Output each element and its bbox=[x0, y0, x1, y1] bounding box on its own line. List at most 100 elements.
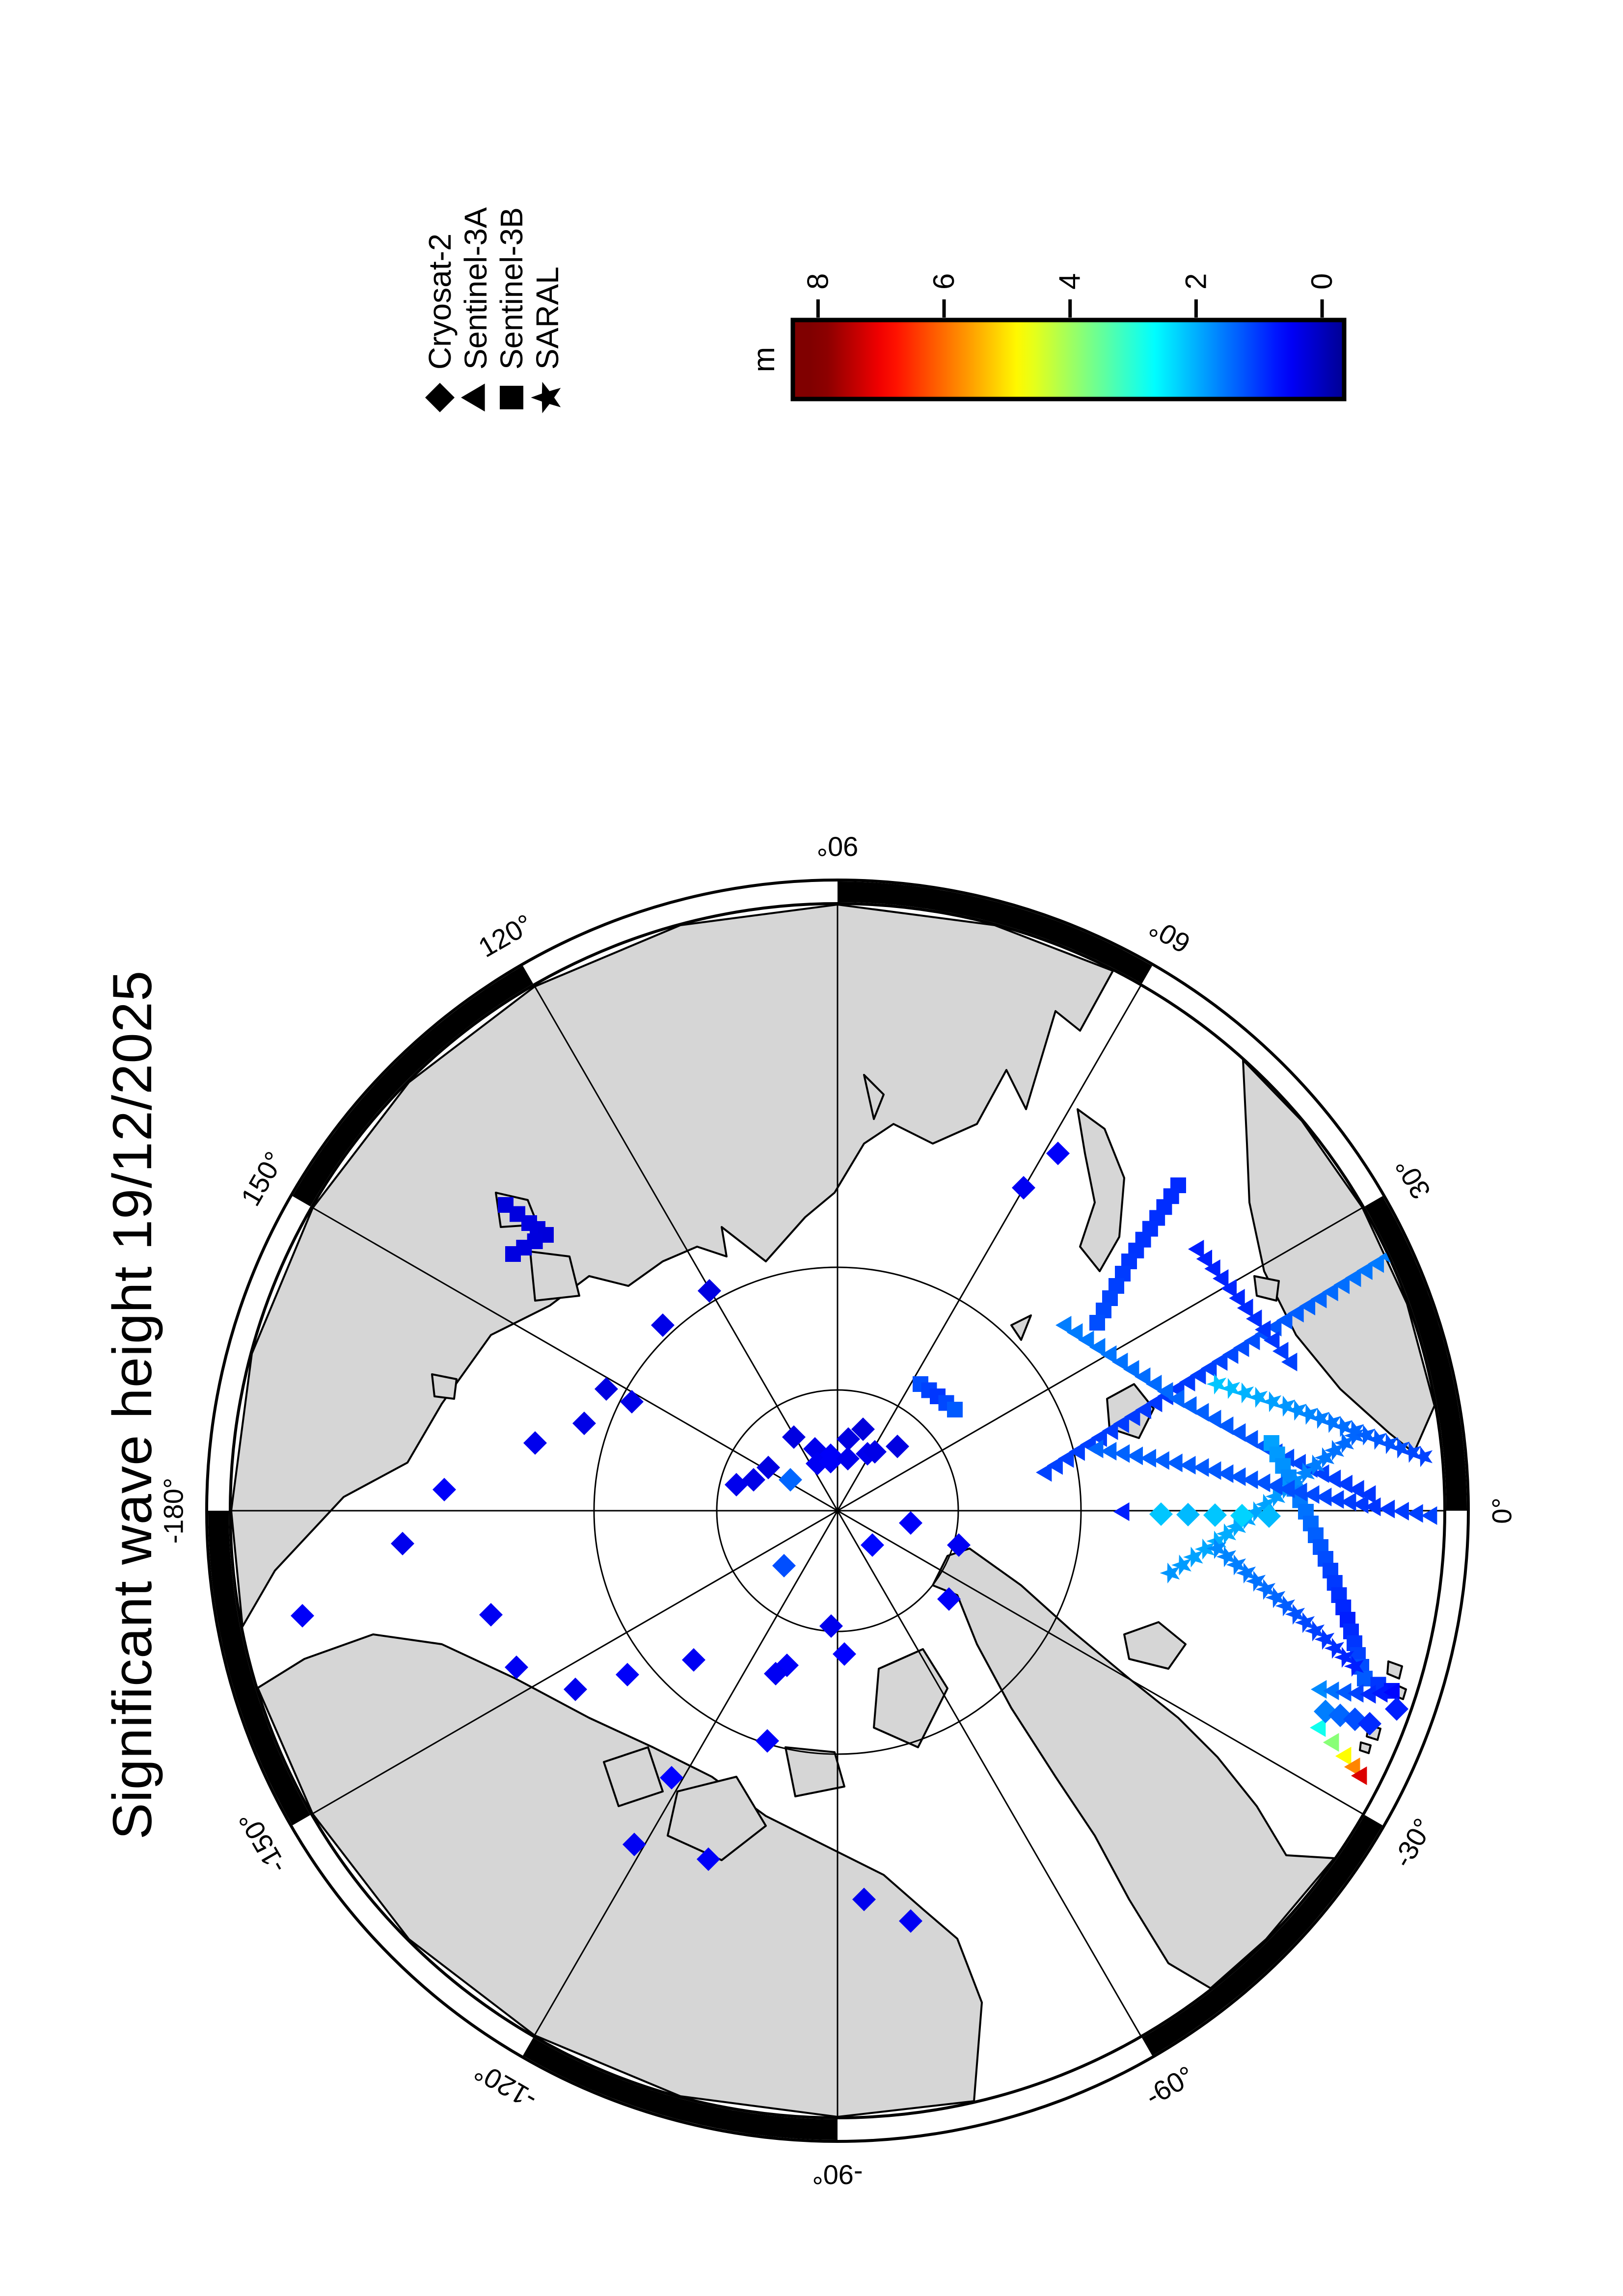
track-marker bbox=[1378, 1433, 1399, 1454]
track-marker bbox=[1368, 1254, 1384, 1273]
track-marker bbox=[1245, 1571, 1266, 1592]
track-marker bbox=[1372, 1684, 1388, 1703]
track-marker bbox=[1255, 1579, 1276, 1600]
track-marker bbox=[1356, 1261, 1373, 1280]
cryosat-point bbox=[1012, 1176, 1035, 1200]
frame-black-arc bbox=[1142, 1815, 1383, 2056]
track-marker bbox=[1321, 1412, 1341, 1433]
track-marker bbox=[1101, 1345, 1117, 1364]
track-marker bbox=[1135, 1400, 1151, 1419]
cryosat-point bbox=[564, 1678, 587, 1701]
track-marker bbox=[1206, 1538, 1227, 1559]
track-marker bbox=[1188, 1240, 1204, 1258]
track-marker bbox=[1205, 1410, 1221, 1429]
meridian-line bbox=[534, 1510, 839, 2036]
track-marker bbox=[1266, 1318, 1282, 1336]
legend-label: Sentinel-3A bbox=[458, 207, 493, 370]
track-marker bbox=[1285, 1603, 1305, 1625]
cryosat-point bbox=[697, 1847, 720, 1871]
track-marker bbox=[1160, 1562, 1180, 1584]
track-marker bbox=[1216, 1546, 1237, 1567]
track-marker bbox=[1295, 1462, 1315, 1484]
cryosat-point bbox=[698, 1279, 721, 1303]
cryosat-point bbox=[725, 1473, 748, 1496]
land-polygon bbox=[784, 1746, 845, 1797]
track-marker bbox=[1193, 1403, 1209, 1422]
star-icon bbox=[531, 382, 561, 413]
cryosat-point bbox=[899, 1511, 922, 1535]
cryosat-point bbox=[772, 1554, 796, 1577]
land-polygon bbox=[1010, 1314, 1032, 1341]
track-marker bbox=[1367, 1429, 1387, 1450]
land-polygon bbox=[603, 1746, 664, 1807]
track-marker bbox=[1217, 1464, 1234, 1483]
track-marker bbox=[1344, 1420, 1364, 1442]
track-marker bbox=[1124, 1407, 1140, 1426]
cryosat-point bbox=[1176, 1503, 1200, 1526]
track-marker bbox=[1303, 1485, 1320, 1504]
track-marker bbox=[1226, 1554, 1246, 1575]
track-marker bbox=[1242, 1430, 1258, 1449]
track-marker bbox=[1220, 1378, 1241, 1399]
track-marker bbox=[1351, 1766, 1367, 1785]
track-marker bbox=[1264, 1331, 1280, 1350]
track-marker bbox=[1242, 1470, 1258, 1489]
track-marker bbox=[1123, 1360, 1139, 1379]
land-polygon bbox=[1386, 1660, 1403, 1680]
colorbar: 8 6 4 2 0 m bbox=[747, 273, 1347, 401]
track-marker bbox=[1100, 1442, 1117, 1461]
track-marker bbox=[1109, 1278, 1124, 1294]
frame-black-arc bbox=[292, 965, 533, 1206]
track-marker bbox=[1324, 1638, 1345, 1659]
cryosat-point bbox=[660, 1766, 683, 1789]
track-marker bbox=[1322, 1282, 1338, 1302]
frame-black-arc bbox=[523, 2037, 838, 2140]
satellite-track bbox=[1311, 1680, 1400, 1704]
track-marker bbox=[1245, 1501, 1266, 1522]
track-marker bbox=[1334, 1647, 1354, 1668]
track-marker bbox=[1078, 1331, 1094, 1349]
track-marker bbox=[1348, 1480, 1364, 1499]
track-marker bbox=[1036, 1463, 1052, 1482]
frame-outer-circle bbox=[205, 879, 1470, 2143]
colorbar-tick-label: 8 bbox=[801, 273, 834, 290]
track-marker bbox=[1276, 1311, 1293, 1330]
cryosat-point bbox=[620, 1390, 644, 1414]
cryosat-point bbox=[1230, 1504, 1254, 1527]
track-marker bbox=[1193, 1458, 1209, 1477]
diamond-icon bbox=[425, 383, 455, 412]
track-marker bbox=[1325, 1469, 1341, 1489]
track-marker bbox=[1333, 1275, 1350, 1294]
track-marker bbox=[1102, 1421, 1118, 1440]
meridian-label: 120° bbox=[473, 908, 538, 963]
legend-label: Sentinel-3B bbox=[494, 207, 529, 370]
track-marker bbox=[1295, 1612, 1315, 1633]
track-marker bbox=[1261, 1391, 1282, 1413]
meridian-label: -60° bbox=[1140, 2060, 1199, 2112]
land-polygon bbox=[529, 1251, 580, 1302]
track-marker bbox=[1335, 1747, 1352, 1765]
meridian-line bbox=[312, 1207, 838, 1512]
meridian-line bbox=[837, 1207, 1363, 1512]
track-marker bbox=[1121, 1254, 1137, 1269]
meridian-line bbox=[837, 1510, 1363, 1815]
track-marker bbox=[1067, 1323, 1083, 1342]
cryosat-point bbox=[572, 1412, 596, 1435]
frame-black-arc bbox=[208, 1511, 311, 1825]
land-polygon bbox=[863, 1074, 885, 1120]
track-marker bbox=[1275, 1395, 1296, 1417]
track-marker bbox=[1216, 1523, 1237, 1545]
cryosat-point bbox=[433, 1478, 456, 1501]
triangle-icon bbox=[461, 383, 485, 412]
track-marker bbox=[1335, 1600, 1352, 1615]
track-marker bbox=[1281, 1353, 1298, 1371]
track-marker bbox=[1055, 1316, 1072, 1335]
track-marker bbox=[1089, 1315, 1105, 1331]
track-marker bbox=[1344, 1655, 1364, 1677]
track-marker bbox=[1205, 1461, 1221, 1480]
track-marker bbox=[1222, 1345, 1239, 1364]
track-marker bbox=[1412, 1446, 1433, 1468]
track-marker bbox=[1291, 1483, 1307, 1501]
track-marker bbox=[1335, 1683, 1352, 1702]
land-polygon bbox=[1359, 1741, 1372, 1754]
